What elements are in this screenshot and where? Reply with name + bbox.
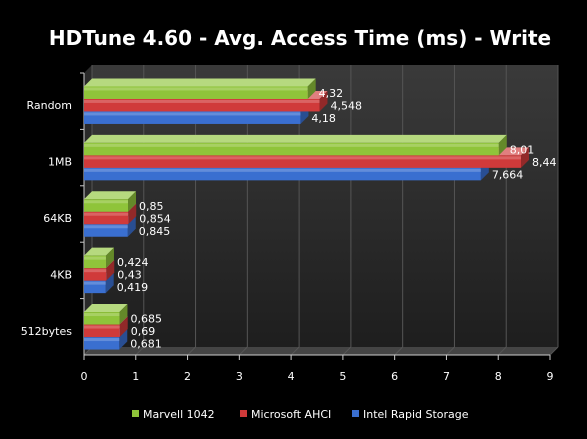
data-label: 0,419 — [117, 281, 149, 294]
x-tick-label: 2 — [184, 370, 191, 383]
bar-highlight — [84, 269, 107, 273]
bar — [84, 134, 507, 156]
gridline-floor — [446, 346, 455, 356]
chart-title: HDTune 4.60 - Avg. Access Time (ms) - Wr… — [49, 26, 551, 50]
bar-end-face — [521, 147, 530, 168]
x-tick-label: 8 — [495, 370, 502, 383]
legend-item: Microsoft AHCI — [240, 408, 331, 421]
data-label: 0,854 — [139, 212, 171, 225]
legend-label: Microsoft AHCI — [251, 408, 331, 421]
data-label: 0,69 — [131, 325, 156, 338]
bar-end-face — [119, 316, 128, 338]
legend-item: Intel Rapid Storage — [352, 408, 469, 421]
bar-top-face — [84, 247, 114, 256]
bar — [84, 78, 316, 99]
bar-highlight — [84, 143, 499, 147]
bar-top-face — [84, 191, 137, 200]
gridline-floor — [394, 346, 404, 356]
bar-top-face — [84, 78, 316, 87]
bar-end-face — [105, 272, 114, 294]
bar-top-face — [84, 304, 128, 313]
data-label: 0,685 — [130, 313, 162, 326]
bar-highlight — [84, 156, 522, 160]
bar-end-face — [119, 304, 128, 325]
gridline-floor — [290, 346, 300, 356]
bar-end-face — [119, 329, 128, 350]
bar-end-face — [105, 247, 114, 269]
data-label: 8,01 — [510, 143, 535, 156]
y-category-label: 1MB — [48, 156, 72, 169]
legend-item: Marvell 1042 — [132, 408, 215, 421]
x-tick-label: 3 — [236, 370, 243, 383]
bar-end-face — [307, 78, 316, 99]
bar-highlight — [84, 112, 301, 116]
bar-highlight — [84, 281, 106, 285]
data-label: 4,32 — [319, 87, 344, 100]
bar-end-face — [319, 90, 328, 112]
data-label: 0,845 — [139, 225, 171, 238]
bar-end-face — [127, 216, 136, 237]
x-tick-label: 5 — [339, 370, 346, 383]
x-tick-label: 0 — [81, 370, 88, 383]
bar-highlight — [84, 200, 129, 204]
data-label: 4,18 — [311, 112, 336, 125]
floor — [84, 347, 558, 355]
bar-highlight — [84, 168, 481, 172]
gridline-floor — [187, 346, 196, 356]
bar — [84, 247, 114, 269]
bar-highlight — [84, 313, 120, 317]
bar-highlight — [84, 225, 128, 229]
x-tick-label: 7 — [443, 370, 450, 383]
legend-swatch — [352, 410, 359, 417]
gridline-floor — [342, 346, 352, 356]
x-tick-label: 6 — [391, 370, 398, 383]
bar-highlight — [84, 87, 308, 91]
bar-highlight — [84, 325, 120, 329]
legend-swatch — [240, 410, 247, 417]
x-tick-label: 9 — [547, 370, 554, 383]
y-category-label: 4KB — [50, 268, 72, 281]
data-label: 7,664 — [492, 168, 524, 181]
bar-top-face — [84, 134, 507, 143]
bar-end-face — [498, 134, 507, 156]
gridline-floor — [238, 346, 248, 356]
y-category-label: 64KB — [43, 212, 72, 225]
bar-highlight — [84, 338, 120, 342]
bar-end-face — [128, 191, 137, 212]
legend-label: Marvell 1042 — [143, 408, 215, 421]
y-category-label: 512bytes — [21, 325, 73, 338]
bar — [84, 304, 128, 325]
gridline-floor — [135, 346, 145, 356]
data-label: 4,548 — [330, 99, 362, 112]
data-label: 8,44 — [532, 156, 557, 169]
gridline-floor — [549, 346, 559, 356]
gridline-floor — [497, 346, 507, 356]
bar-highlight — [84, 256, 106, 260]
bar-highlight — [84, 99, 320, 103]
y-category-label: Random — [26, 99, 72, 112]
bar-end-face — [106, 260, 115, 281]
data-label: 0,681 — [130, 338, 162, 351]
legend-swatch — [132, 410, 139, 417]
data-label: 0,43 — [117, 269, 141, 282]
bar-end-face — [128, 203, 137, 225]
bar-highlight — [84, 212, 129, 216]
legend: Marvell 1042 Microsoft AHCI Intel Rapid St… — [132, 408, 469, 421]
bar — [84, 191, 137, 212]
data-label: 0,85 — [139, 200, 164, 213]
legend-label: Intel Rapid Storage — [363, 408, 469, 421]
x-tick-label: 1 — [132, 370, 139, 383]
data-label: 0,424 — [117, 256, 149, 269]
x-tick-label: 4 — [288, 370, 295, 383]
